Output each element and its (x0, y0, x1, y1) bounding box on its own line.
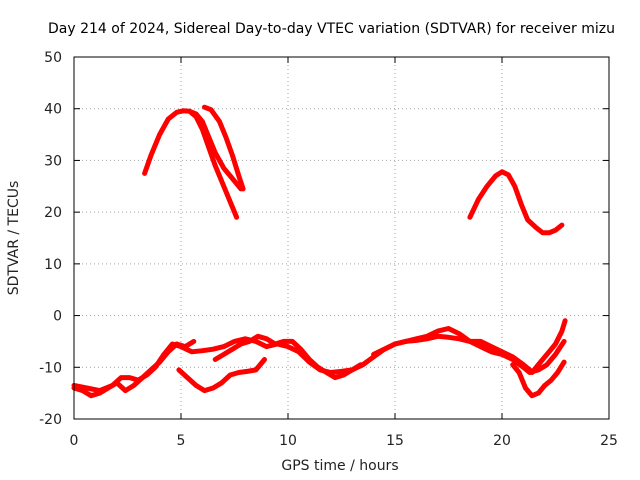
x-tick-label: 5 (177, 433, 186, 449)
x-tick-label: 15 (386, 433, 404, 449)
y-axis-label: SDTVAR / TECUs (6, 181, 22, 296)
y-tick-label: 0 (53, 309, 62, 325)
y-tick-label: 40 (44, 102, 62, 118)
y-tick-label: -20 (39, 412, 62, 428)
y-tick-label: -10 (39, 360, 62, 376)
x-tick-label: 10 (279, 433, 297, 449)
series-low-6 (510, 359, 567, 399)
x-tick-label: 0 (70, 433, 79, 449)
x-axis-label: GPS time / hours (281, 458, 398, 474)
x-tick-label: 20 (493, 433, 511, 449)
plot-frame (73, 56, 610, 420)
series-low-3 (176, 357, 267, 394)
series-low-7 (529, 318, 568, 375)
series-arc-2 (187, 108, 244, 192)
series-arc-3 (202, 104, 246, 192)
series-low-4 (212, 333, 364, 381)
tick-marks (73, 56, 610, 420)
y-tick-label: 50 (44, 50, 62, 66)
y-tick-label: 10 (44, 257, 62, 273)
x-tick-label: 25 (600, 433, 618, 449)
gridlines (74, 57, 609, 419)
data-series (71, 104, 568, 399)
y-tick-label: 20 (44, 205, 62, 221)
series-arc-4 (467, 169, 565, 236)
chart-title: Day 214 of 2024, Sidereal Day-to-day VTE… (48, 21, 615, 37)
y-tick-label: 30 (44, 153, 62, 169)
series-low-2 (71, 333, 533, 394)
